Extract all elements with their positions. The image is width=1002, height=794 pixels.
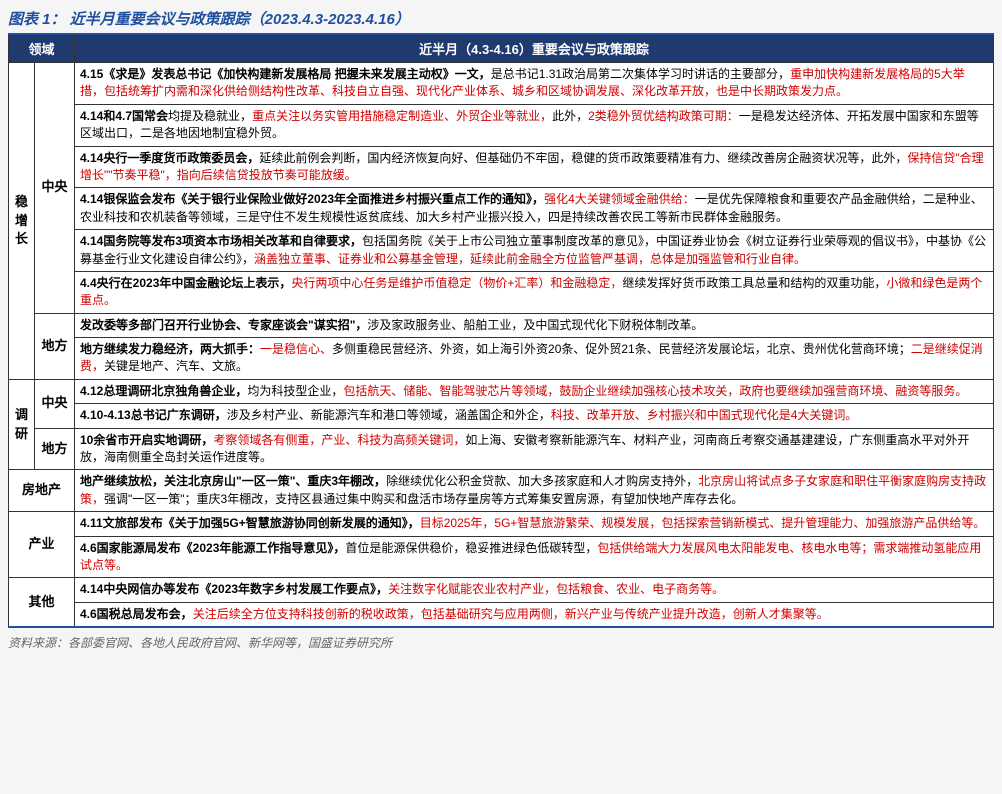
row-content: 4.11文旅部发布《关于加强5G+智慧旅游协同创新发展的通知》，目标2025年，… xyxy=(75,512,994,536)
row-content: 4.14和4.7国常会均提及稳就业，重点关注以务实管用措施稳定制造业、外贸企业等… xyxy=(75,104,994,146)
cat-realestate: 房地产 xyxy=(9,470,75,512)
row-content: 地方继续发力稳经济，两大抓手：一是稳信心、多侧重稳民营经济、外资，如上海引外资2… xyxy=(75,338,994,380)
row-content: 4.14央行一季度货币政策委员会，延续此前例会判断，国内经济恢复向好、但基础仍不… xyxy=(75,146,994,188)
source-note: 资料来源：各部委官网、各地人民政府官网、新华网等，国盛证券研究所 xyxy=(8,634,994,651)
row-content: 地产继续放松，关注北京房山"一区一策"、重庆3年棚改，除继续优化公积金贷款、加大… xyxy=(75,470,994,512)
row-content: 4.4央行在2023年中国金融论坛上表示，央行两项中心任务是维护币值稳定（物价+… xyxy=(75,271,994,313)
cat-stable-growth: 稳增长 xyxy=(9,63,35,380)
row-content: 4.14国务院等发布3项资本市场相关改革和自律要求，包括国务院《关于上市公司独立… xyxy=(75,230,994,272)
cat-research: 调研 xyxy=(9,379,35,470)
cat-industry: 产业 xyxy=(9,512,75,578)
row-content: 发改委等多部门召开行业协会、专家座谈会"谋实招"，涉及家政服务业、船舶工业，及中… xyxy=(75,313,994,337)
subcat-central-2: 中央 xyxy=(35,379,75,428)
row-content: 4.10-4.13总书记广东调研，涉及乡村产业、新能源汽车和港口等领域，涵盖国企… xyxy=(75,404,994,428)
header-domain: 领域 xyxy=(9,34,75,63)
chart-title: 图表 1： 近半月重要会议与政策跟踪（2023.4.3-2023.4.16） xyxy=(8,8,994,29)
row-content: 10余省市开启实地调研，考察领域各有侧重，产业、科技为高频关键词，如上海、安徽考… xyxy=(75,428,994,470)
subcat-central-1: 中央 xyxy=(35,63,75,314)
row-content: 4.6国税总局发布会，关注后续全方位支持科技创新的税收政策，包括基础研究与应用两… xyxy=(75,602,994,627)
cat-other: 其他 xyxy=(9,578,75,627)
row-content: 4.6国家能源局发布《2023年能源工作指导意见》，首位是能源保供稳价，稳妥推进… xyxy=(75,536,994,578)
policy-table: 领域 近半月（4.3-4.16）重要会议与政策跟踪 稳增长 中央 4.15《求是… xyxy=(8,33,994,628)
row-content: 4.14银保监会发布《关于银行业保险业做好2023年全面推进乡村振兴重点工作的通… xyxy=(75,188,994,230)
row-content: 4.12总理调研北京独角兽企业，均为科技型企业，包括航天、储能、智能驾驶芯片等领… xyxy=(75,379,994,403)
subcat-local-1: 地方 xyxy=(35,313,75,379)
header-content: 近半月（4.3-4.16）重要会议与政策跟踪 xyxy=(75,34,994,63)
row-content: 4.14中央网信办等发布《2023年数字乡村发展工作要点》，关注数字化赋能农业农… xyxy=(75,578,994,602)
subcat-local-2: 地方 xyxy=(35,428,75,470)
row-content: 4.15《求是》发表总书记《加快构建新发展格局 把握未来发展主动权》一文，是总书… xyxy=(75,63,994,105)
